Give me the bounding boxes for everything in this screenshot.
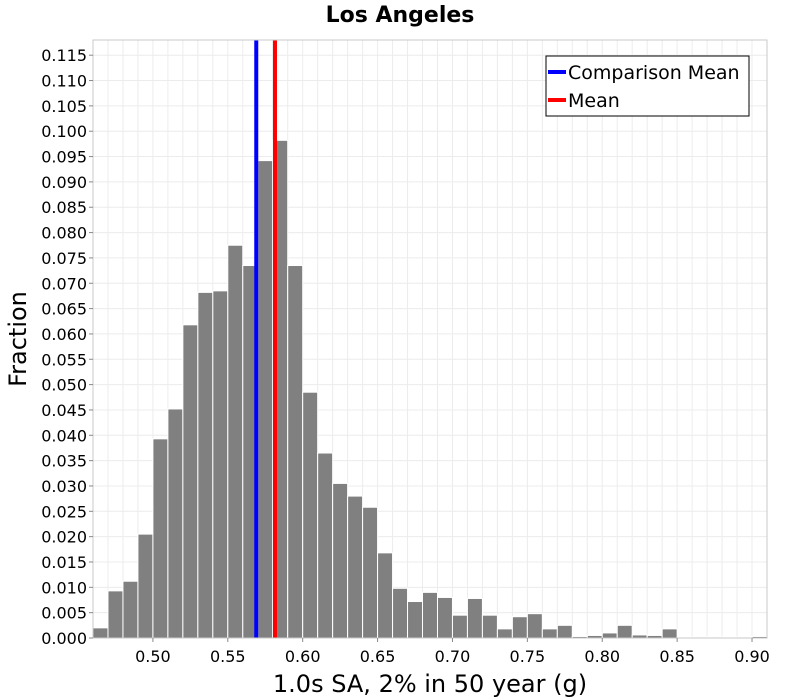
histogram-bar: [212, 290, 229, 639]
x-axis-label: 1.0s SA, 2% in 50 year (g): [273, 670, 587, 698]
y-tick-label: 0.055: [41, 350, 87, 369]
y-tick-label: 0.070: [41, 274, 87, 293]
y-tick-label: 0.065: [41, 300, 87, 319]
histogram-bar: [92, 627, 109, 639]
histogram-bar: [436, 596, 453, 639]
y-tick-label: 0.025: [41, 502, 87, 521]
y-tick-label: 0.080: [41, 224, 87, 243]
histogram-bar: [616, 624, 633, 639]
histogram-bar: [122, 580, 139, 639]
histogram-bar: [137, 533, 154, 639]
histogram-bar: [526, 613, 543, 639]
plot-area: [92, 39, 768, 639]
histogram-bar: [496, 628, 513, 639]
y-tick-label: 0.110: [41, 72, 87, 91]
y-tick-label: 0.015: [41, 553, 87, 572]
histogram-bar: [422, 591, 438, 639]
plot-frame: [92, 39, 768, 639]
y-tick-label: 0.040: [41, 426, 87, 445]
y-tick-label: 0.115: [41, 46, 87, 65]
y-tick-label: 0.005: [41, 604, 87, 623]
histogram-bar: [332, 482, 349, 639]
x-tick-label: 0.75: [510, 647, 546, 666]
x-tick-label: 0.85: [659, 647, 695, 666]
histogram-bar: [182, 324, 199, 639]
histogram-bar: [481, 614, 498, 639]
histogram-bar: [287, 265, 304, 639]
y-tick-label: 0.075: [41, 249, 87, 268]
histogram-bar: [541, 628, 558, 639]
x-tick-label: 0.50: [135, 647, 171, 666]
histogram-bar: [107, 590, 124, 639]
histogram-bar: [377, 552, 394, 639]
histogram-bar: [407, 601, 424, 639]
histogram-bar: [392, 587, 409, 639]
histogram-bar: [362, 506, 379, 639]
histogram-bar: [257, 160, 274, 639]
histogram-bar: [197, 291, 214, 639]
y-tick-label: 0.030: [41, 477, 87, 496]
y-tick-label: 0.100: [41, 122, 87, 141]
x-tick-label: 0.90: [734, 647, 770, 666]
histogram-bar: [556, 624, 573, 639]
histogram-bar: [302, 391, 319, 639]
legend-box: [545, 55, 750, 117]
y-tick-label: 0.035: [41, 452, 87, 471]
y-tick-label: 0.090: [41, 173, 87, 192]
y-axis-label: Fraction: [4, 291, 32, 387]
mean-lines: [254, 40, 277, 638]
x-tick-label: 0.65: [360, 647, 396, 666]
x-tick-label: 0.60: [285, 647, 321, 666]
y-tick-label: 0.095: [41, 148, 87, 167]
x-axis-ticks: 0.50 0.55 0.60 0.65 0.70 0.75 0.80 0.85 0.90: [135, 638, 770, 666]
y-tick-label: 0.085: [41, 198, 87, 217]
y-tick-label: 0.045: [41, 401, 87, 420]
y-tick-label: 0.105: [41, 97, 87, 116]
legend-label: Mean: [568, 90, 620, 112]
x-tick-label: 0.80: [584, 647, 620, 666]
histogram-bar: [661, 628, 678, 639]
y-tick-label: 0.060: [41, 325, 87, 344]
histogram-bar: [167, 408, 184, 639]
histogram-bar: [227, 244, 244, 639]
legend: Comparison Mean Mean: [545, 55, 750, 117]
histogram-bar: [317, 452, 334, 639]
histogram-bar: [511, 616, 528, 639]
legend-label: Comparison Mean: [568, 62, 740, 84]
chart-title: Los Angeles: [326, 3, 475, 28]
histogram-bar: [466, 597, 483, 639]
histogram-bar: [152, 438, 169, 639]
x-tick-label: 0.70: [435, 647, 471, 666]
y-tick-label: 0.000: [41, 629, 87, 648]
x-tick-label: 0.55: [210, 647, 246, 666]
y-axis-ticks: 0.000 0.005 0.010 0.015 0.020 0.025 0.030 0.035…: [41, 46, 93, 648]
y-tick-label: 0.020: [41, 528, 87, 547]
histogram-bar: [347, 495, 364, 639]
y-tick-label: 0.010: [41, 578, 87, 597]
histogram-bar: [451, 614, 468, 639]
y-tick-label: 0.050: [41, 376, 87, 395]
histogram-bar: [601, 632, 618, 639]
